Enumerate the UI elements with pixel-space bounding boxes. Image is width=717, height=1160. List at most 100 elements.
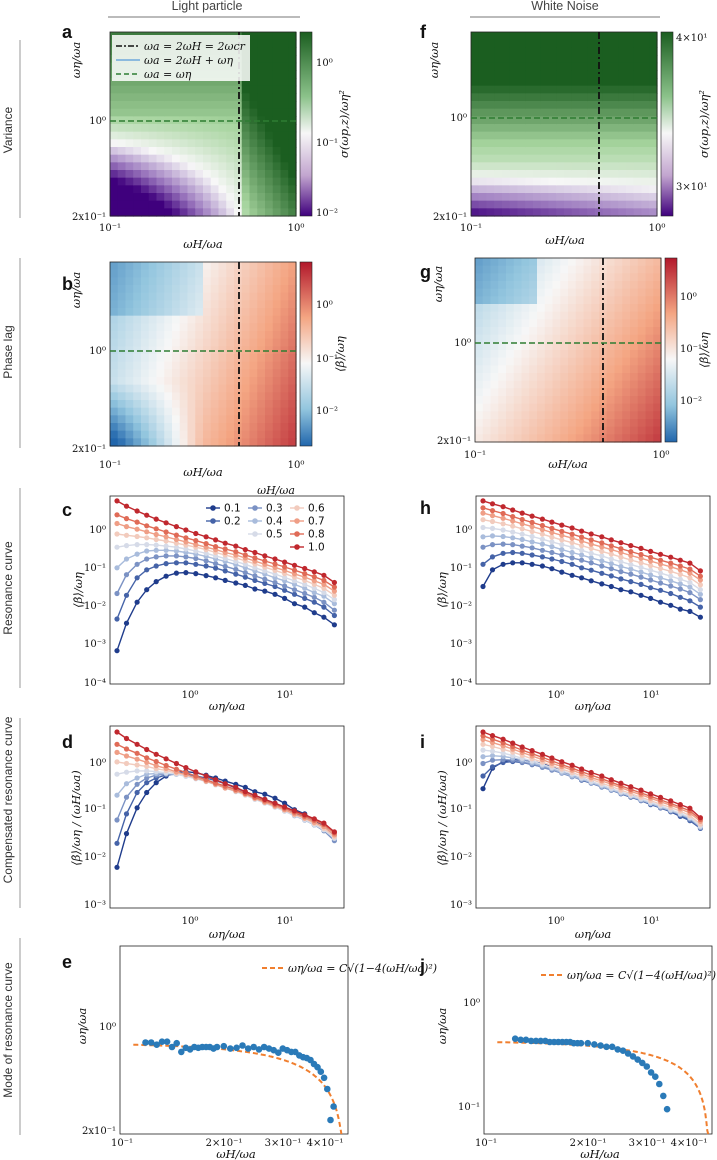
heatmap-cell bbox=[606, 319, 616, 328]
heatmap-cell bbox=[622, 411, 631, 420]
heatmap-cell bbox=[471, 78, 480, 87]
heatmap-cell bbox=[509, 185, 519, 194]
heatmap-cell bbox=[533, 108, 542, 117]
data-point bbox=[321, 590, 327, 596]
heatmap-cell bbox=[568, 365, 577, 374]
heatmap-cell bbox=[203, 269, 212, 278]
data-point bbox=[123, 524, 130, 530]
heatmap-cell bbox=[509, 200, 519, 209]
heatmap-cell bbox=[579, 154, 588, 163]
data-point bbox=[272, 583, 278, 590]
heatmap-cell bbox=[548, 208, 557, 217]
heatmap-cell bbox=[525, 78, 534, 87]
ytick-g-2: 10⁰ bbox=[454, 338, 471, 349]
heatmap-cell bbox=[610, 139, 619, 148]
heatmap-cell bbox=[156, 269, 165, 278]
heatmap-cell bbox=[272, 154, 282, 163]
heatmap-cell bbox=[110, 392, 119, 401]
heatmap-cell bbox=[587, 124, 596, 133]
heatmap-cell bbox=[575, 350, 585, 359]
heatmap-cell bbox=[117, 162, 127, 171]
heatmap-cell bbox=[618, 139, 627, 148]
heatmap-cell bbox=[633, 70, 643, 79]
heatmap-cell bbox=[633, 47, 643, 56]
heatmap-cell bbox=[288, 338, 297, 347]
heatmap-cell bbox=[141, 170, 150, 179]
heatmap-cell bbox=[210, 315, 220, 324]
heatmap-cell bbox=[148, 323, 158, 332]
data-point bbox=[134, 756, 140, 762]
heatmap-cell bbox=[475, 419, 484, 428]
heatmap-cell bbox=[249, 400, 258, 409]
heatmap-cell bbox=[265, 139, 274, 148]
heatmap-cell bbox=[280, 139, 289, 148]
heatmap-cell bbox=[179, 300, 189, 309]
heatmap-cell bbox=[641, 101, 650, 110]
heatmap-cell bbox=[544, 419, 554, 428]
heatmap-cell bbox=[478, 108, 488, 117]
heatmap-cell bbox=[482, 304, 492, 313]
heatmap-cell bbox=[525, 162, 534, 171]
data-point bbox=[668, 568, 674, 574]
legend-label-0.8: 0.8 bbox=[308, 529, 325, 541]
heatmap-cell bbox=[564, 55, 573, 64]
data-point bbox=[539, 536, 546, 542]
ytick-a-1: 2x10⁻¹ bbox=[72, 212, 106, 223]
heatmap-cell bbox=[494, 78, 503, 87]
heatmap-cell bbox=[110, 384, 119, 393]
heatmap-cell bbox=[272, 39, 282, 48]
xlabel-f: ωH/ωa bbox=[545, 233, 585, 247]
heatmap-cell bbox=[172, 308, 181, 317]
heatmap-cell bbox=[606, 434, 616, 443]
heatmap-cell bbox=[587, 47, 596, 56]
heatmap-cell bbox=[622, 311, 631, 320]
heatmap-cell bbox=[540, 139, 550, 148]
heatmap-cell bbox=[645, 296, 654, 305]
heatmap-cell bbox=[288, 39, 297, 48]
heatmap-cell bbox=[509, 139, 519, 148]
data-point bbox=[599, 570, 605, 576]
data-point bbox=[480, 561, 486, 567]
ytick-b-1: 2x10⁻¹ bbox=[72, 444, 106, 455]
heatmap-cell bbox=[606, 403, 616, 412]
ytick-d-2: 10⁻¹ bbox=[84, 804, 106, 815]
heatmap-cell bbox=[125, 338, 134, 347]
heatmap-cell bbox=[591, 273, 600, 282]
heatmap-cell bbox=[618, 131, 627, 140]
fit-curve bbox=[497, 1041, 710, 1135]
heatmap-cell bbox=[195, 185, 204, 194]
heatmap-cell bbox=[556, 108, 565, 117]
heatmap-cell bbox=[195, 108, 204, 117]
heatmap-cell bbox=[544, 281, 554, 290]
heatmap-cell bbox=[241, 269, 251, 278]
heatmap-cell bbox=[521, 434, 530, 443]
heatmap-cell bbox=[653, 357, 662, 366]
heatmap-cell bbox=[521, 365, 530, 374]
data-point bbox=[213, 1043, 221, 1051]
heatmap-cell bbox=[179, 108, 189, 117]
data-point bbox=[527, 1037, 535, 1045]
heatmap-cell bbox=[544, 258, 554, 267]
heatmap-cell bbox=[117, 269, 127, 278]
heatmap-cell bbox=[568, 357, 577, 366]
heatmap-cell bbox=[579, 93, 588, 102]
heatmap-cell bbox=[486, 116, 495, 125]
heatmap-cell bbox=[218, 285, 227, 294]
heatmap-cell bbox=[148, 170, 158, 179]
data-point bbox=[697, 614, 704, 620]
heatmap-cell bbox=[265, 423, 274, 432]
data-point bbox=[549, 544, 555, 550]
heatmap-cell bbox=[482, 319, 492, 328]
xtick-j-3: 3×10⁻¹ bbox=[629, 1138, 666, 1149]
data-point bbox=[539, 547, 546, 553]
heatmap-cell bbox=[249, 177, 258, 186]
data-point bbox=[311, 574, 317, 580]
heatmap-cell bbox=[110, 438, 119, 447]
heatmap-cell bbox=[513, 403, 523, 412]
heatmap-cell bbox=[280, 315, 289, 324]
data-point bbox=[158, 1038, 166, 1045]
heatmap-cell bbox=[494, 185, 503, 194]
data-point bbox=[657, 565, 664, 572]
data-point bbox=[588, 560, 594, 566]
data-point bbox=[480, 544, 486, 550]
